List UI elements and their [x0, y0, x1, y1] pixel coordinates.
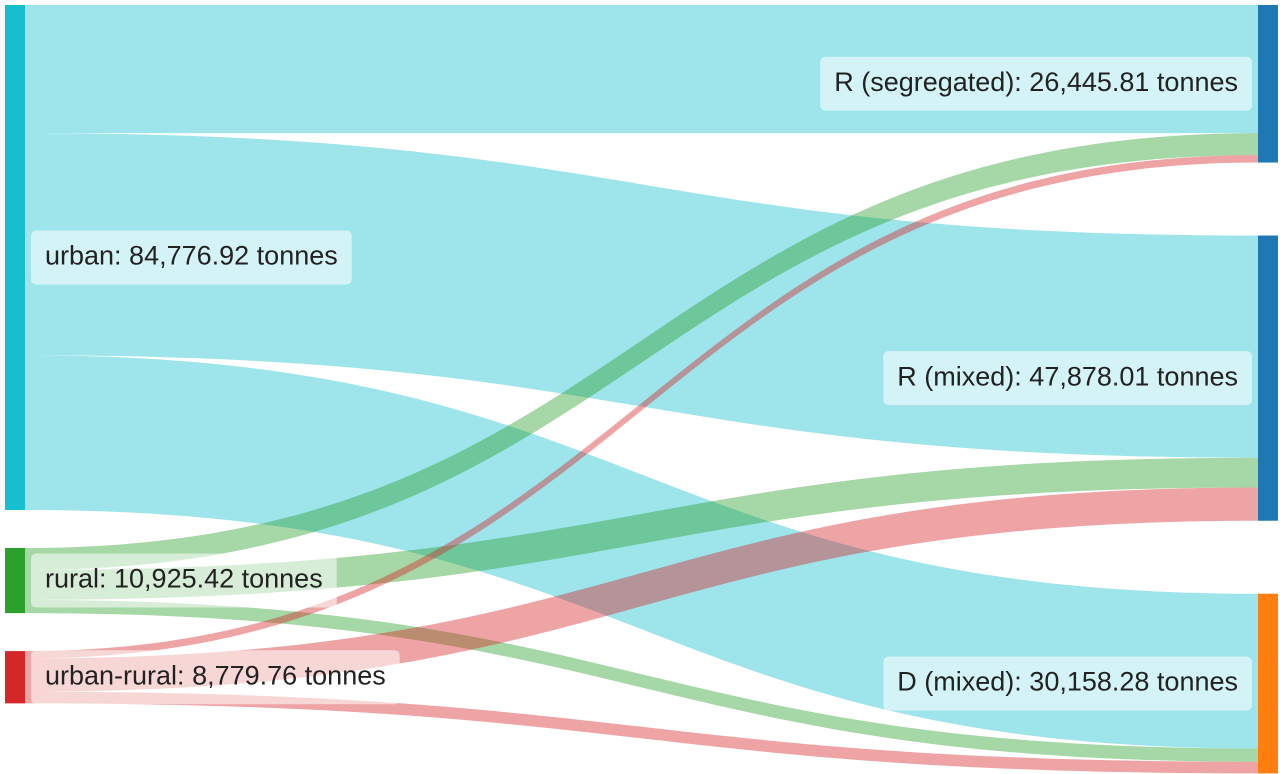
label-background [31, 553, 337, 608]
node [5, 5, 25, 510]
node-label: rural: 10,925.42 tonnes [45, 564, 323, 594]
label-background [883, 656, 1252, 711]
node [1258, 5, 1278, 163]
label-background [883, 351, 1252, 406]
label-background [820, 56, 1252, 111]
node-label: R (segregated): 26,445.81 tonnes [834, 67, 1238, 97]
node-label: urban: 84,776.92 tonnes [45, 241, 338, 271]
link [25, 133, 1258, 571]
link [25, 487, 1258, 692]
label-background [31, 230, 352, 285]
node-label: urban-rural: 8,779.76 tonnes [45, 660, 386, 690]
node-label: D (mixed): 30,158.28 tonnes [897, 667, 1238, 697]
node [5, 548, 25, 614]
link [25, 599, 1258, 762]
link [25, 155, 1258, 659]
node [1258, 235, 1278, 521]
label-background [31, 650, 400, 705]
link [25, 355, 1258, 749]
node [1258, 593, 1278, 774]
node-label: R (mixed): 47,878.01 tonnes [897, 361, 1238, 391]
nodes [5, 5, 1278, 774]
labels: urban: 84,776.92 tonnes rural: 10,925.42 … [31, 56, 1252, 711]
node [5, 651, 25, 704]
link [25, 691, 1258, 774]
